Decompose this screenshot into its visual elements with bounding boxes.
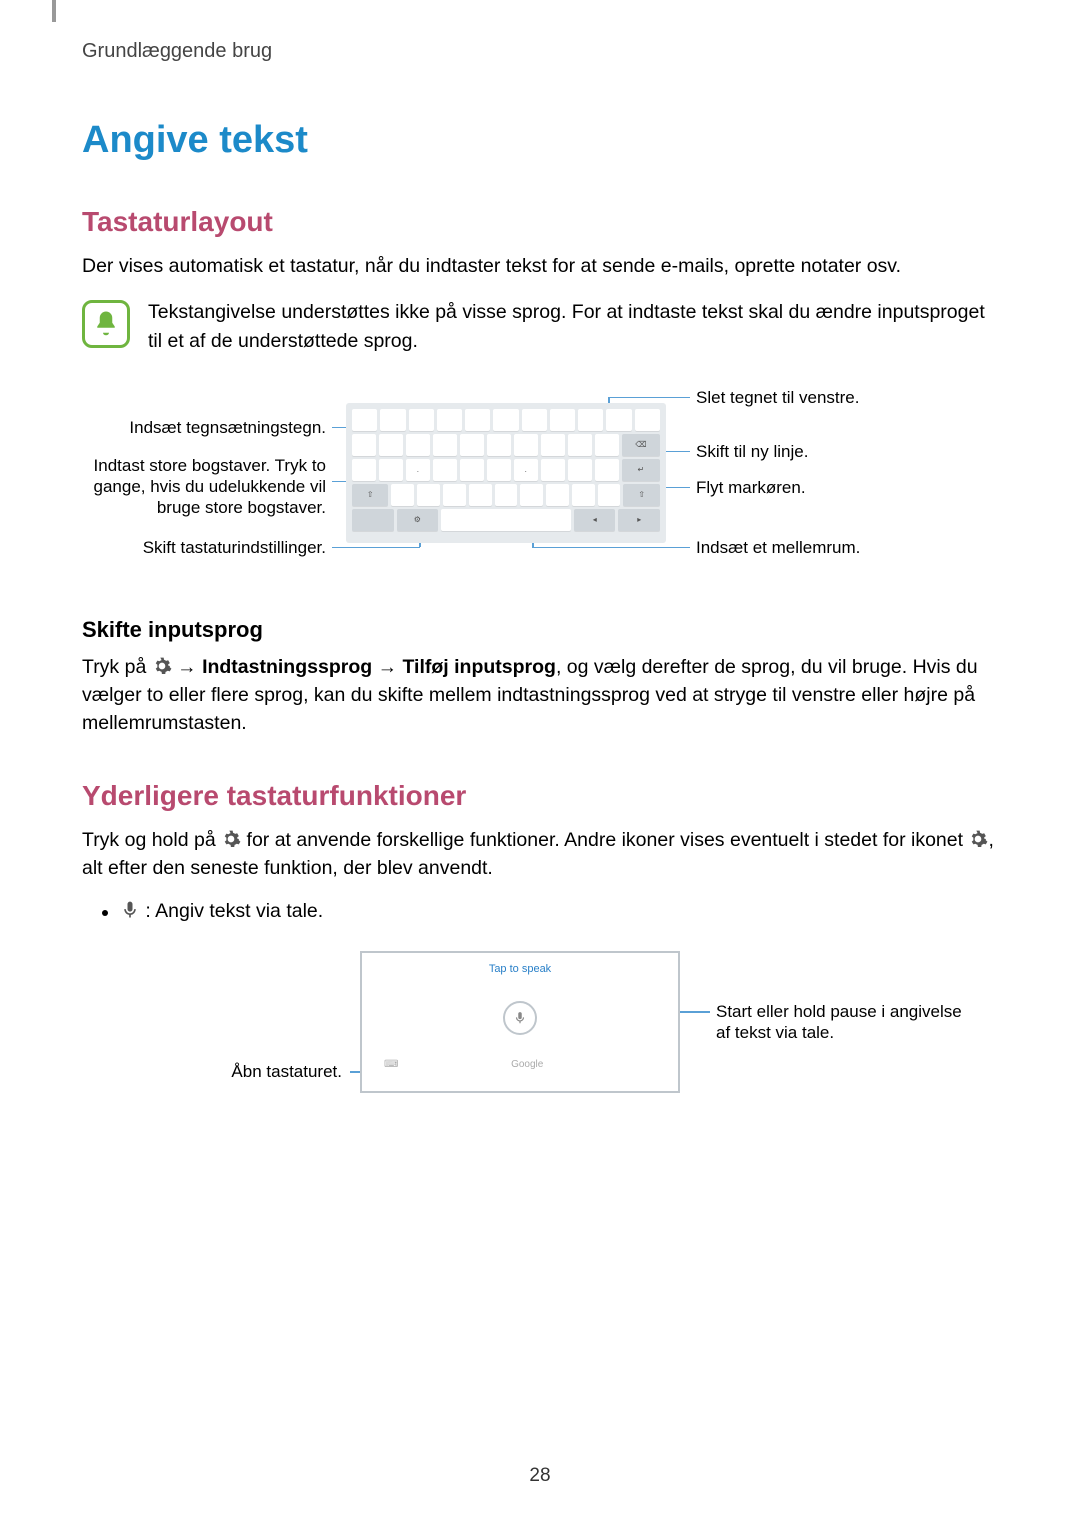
settings-key: ⚙ <box>397 509 439 531</box>
note-text: Tekstangivelse understøttes ikke på viss… <box>148 298 998 355</box>
key: . <box>514 459 538 481</box>
section2-body: Tryk på → Indtastningssprog → Tilføj inp… <box>82 653 998 738</box>
heading-skifte-inputsprog: Skifte inputsprog <box>82 617 998 643</box>
keyboard-toggle-icon: ⌨ <box>384 1059 398 1070</box>
key <box>550 409 575 431</box>
label-open-keyboard: Åbn tastaturet. <box>142 1061 342 1082</box>
key <box>433 459 457 481</box>
key <box>487 459 511 481</box>
note-block: Tekstangivelse understøttes ikke på viss… <box>82 298 998 355</box>
key <box>541 459 565 481</box>
google-label: Google <box>511 1059 543 1070</box>
tap-to-speak-text: Tap to speak <box>362 953 678 975</box>
key <box>635 409 660 431</box>
key <box>352 409 377 431</box>
key <box>460 459 484 481</box>
label-start-pause: Start eller hold pause i angivelse af te… <box>716 1001 976 1044</box>
intro-text: Der vises automatisk et tastatur, når du… <box>82 252 998 280</box>
label-settings: Skift tastaturindstillinger. <box>82 537 326 558</box>
key <box>460 434 484 456</box>
key <box>352 434 376 456</box>
key <box>391 484 414 506</box>
key <box>572 484 595 506</box>
text: Tryk og hold på <box>82 829 221 851</box>
bullet-text: : Angiv tekst via tale. <box>140 900 323 922</box>
enter-key: ↵ <box>622 459 660 481</box>
gear-icon <box>152 656 172 676</box>
shift-key: ⇧ <box>352 484 388 506</box>
key <box>352 459 376 481</box>
label-cursor: Flyt markøren. <box>696 477 976 498</box>
leader-line <box>608 397 690 399</box>
bold-text: Indtastningssprog <box>202 656 372 678</box>
key <box>409 409 434 431</box>
key <box>380 409 405 431</box>
gear-icon <box>221 829 241 849</box>
key: . <box>406 459 430 481</box>
label-newline: Skift til ny linje. <box>696 441 976 462</box>
page-number: 28 <box>0 1465 1080 1487</box>
section3-body: Tryk og hold på for at anvende forskelli… <box>82 826 998 883</box>
key <box>465 409 490 431</box>
arrow-icon: → <box>172 656 202 678</box>
key <box>487 434 511 456</box>
key <box>568 434 592 456</box>
key <box>546 484 569 506</box>
key <box>379 434 403 456</box>
mic-button-icon <box>503 1001 537 1035</box>
leader-line <box>332 547 420 549</box>
bold-text: Tilføj inputsprog <box>403 656 556 678</box>
key <box>595 434 619 456</box>
key <box>598 484 621 506</box>
key <box>417 484 440 506</box>
label-caps: Indtast store bogstaver. Tryk to gange, … <box>82 455 326 519</box>
bullet-dot <box>102 910 108 916</box>
keyboard-mock: ⌫ .. ↵ ⇧ ⇧ ⚙ ◂▸ <box>346 403 666 543</box>
key <box>568 459 592 481</box>
arrow-icon: → <box>372 656 402 678</box>
key <box>443 484 466 506</box>
key <box>493 409 518 431</box>
key <box>437 409 462 431</box>
key <box>379 459 403 481</box>
key <box>520 484 543 506</box>
backspace-key: ⌫ <box>622 434 660 456</box>
keyboard-diagram: Indsæt tegnsætningstegn. Indtast store b… <box>82 381 1002 581</box>
label-punctuation: Indsæt tegnsætningstegn. <box>82 417 326 438</box>
bullet-item: : Angiv tekst via tale. <box>102 900 998 923</box>
document-page: Grundlæggende brug Angive tekst Tastatur… <box>0 0 1080 1151</box>
page-title: Angive tekst <box>82 119 998 162</box>
leader-line <box>532 547 690 549</box>
section-breadcrumb: Grundlæggende brug <box>82 40 998 63</box>
heading-tastaturlayout: Tastaturlayout <box>82 206 998 238</box>
key <box>514 434 538 456</box>
key <box>606 409 631 431</box>
voice-panel: Tap to speak ⌨ Google <box>360 951 680 1093</box>
key <box>541 434 565 456</box>
key <box>469 484 492 506</box>
sym-key <box>352 509 394 531</box>
label-delete: Slet tegnet til venstre. <box>696 387 976 408</box>
microphone-icon <box>120 900 140 920</box>
bell-note-icon <box>82 300 130 348</box>
text: Tryk på <box>82 656 152 678</box>
label-space: Indsæt et mellemrum. <box>696 537 976 558</box>
space-key <box>441 509 571 531</box>
shift-key: ⇧ <box>623 484 659 506</box>
gear-icon <box>968 829 988 849</box>
key <box>595 459 619 481</box>
key <box>433 434 457 456</box>
cursor-left-key: ◂ <box>574 509 616 531</box>
key <box>406 434 430 456</box>
cursor-right-key: ▸ <box>618 509 660 531</box>
voice-input-diagram: Åbn tastaturet. Start eller hold pause i… <box>82 951 1002 1111</box>
key <box>522 409 547 431</box>
voice-bottom-row: ⌨ Google <box>362 1059 678 1070</box>
heading-yderligere: Yderligere tastaturfunktioner <box>82 780 998 812</box>
key <box>578 409 603 431</box>
text: for at anvende forskellige funktioner. A… <box>241 829 968 851</box>
key <box>495 484 518 506</box>
